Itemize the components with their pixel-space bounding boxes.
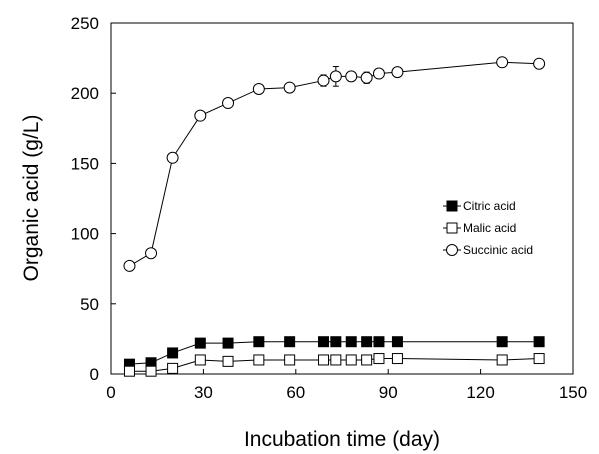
data-point [318,354,330,366]
series-citric-acid [123,336,545,370]
data-point [194,337,206,349]
data-point [329,70,342,83]
legend-item: Malic acid [443,221,516,235]
data-point [361,354,373,366]
data-point [391,66,404,79]
plot-frame [110,22,574,375]
data-point [283,81,296,94]
data-point [123,365,135,377]
data-point [330,354,342,366]
data-point [253,336,265,348]
data-point [145,365,157,377]
x-tick-label: 90 [379,383,398,402]
data-point [166,151,179,164]
data-point [391,353,403,365]
data-point [345,336,357,348]
x-axis-title: Incubation time (day) [244,428,440,451]
data-point [318,336,330,348]
data-point [345,70,358,83]
legend-marker [446,244,458,256]
legend-label: Malic acid [463,221,516,235]
series-succinic-acid [123,56,546,272]
x-tick-label: 150 [559,383,587,402]
data-point [533,57,546,70]
data-point [284,336,296,348]
data-point [284,354,296,366]
legend: Citric acid Malic acid Succinic acid [443,199,533,257]
y-tick-label: 250 [71,14,99,33]
data-point [123,259,136,272]
data-point [361,336,373,348]
data-point [194,109,207,122]
y-axis-title: Organic acid (g/L) [20,115,43,282]
data-point [222,97,235,110]
data-point [194,354,206,366]
series-line [129,61,540,267]
data-point [252,82,265,95]
x-tick-label: 120 [466,383,494,402]
series-layer [123,56,546,377]
series-malic-acid [123,353,545,377]
legend-marker [446,200,458,212]
legend-marker [446,222,458,234]
data-point [330,336,342,348]
x-tick-label: 60 [286,383,305,402]
y-tick-label: 150 [71,154,99,173]
data-point [496,56,509,69]
data-point [167,362,179,374]
data-point [496,336,508,348]
data-point [372,67,385,80]
x-tick-label: 0 [106,383,115,402]
data-point [496,354,508,366]
y-tick-label: 100 [71,225,99,244]
data-point [345,354,357,366]
data-point [533,353,545,365]
legend-label: Succinic acid [463,243,533,257]
x-tick-label: 30 [194,383,213,402]
data-point [373,353,385,365]
axis-layer: 0 30 60 90 120 150 0 50 100 150 200 250 [71,14,588,402]
data-point [253,354,265,366]
data-point [317,74,330,87]
y-tick-label: 0 [90,365,99,384]
legend-item: Citric acid [443,199,516,213]
legend-item: Succinic acid [443,243,533,257]
data-point [222,355,234,367]
data-point [145,247,158,260]
data-point [360,71,373,84]
data-point [373,336,385,348]
data-point [167,347,179,359]
y-tick-label: 50 [80,295,99,314]
y-tick-label: 200 [71,84,99,103]
data-point [222,337,234,349]
data-point [533,336,545,348]
legend-label: Citric acid [463,199,516,213]
data-point [391,336,403,348]
